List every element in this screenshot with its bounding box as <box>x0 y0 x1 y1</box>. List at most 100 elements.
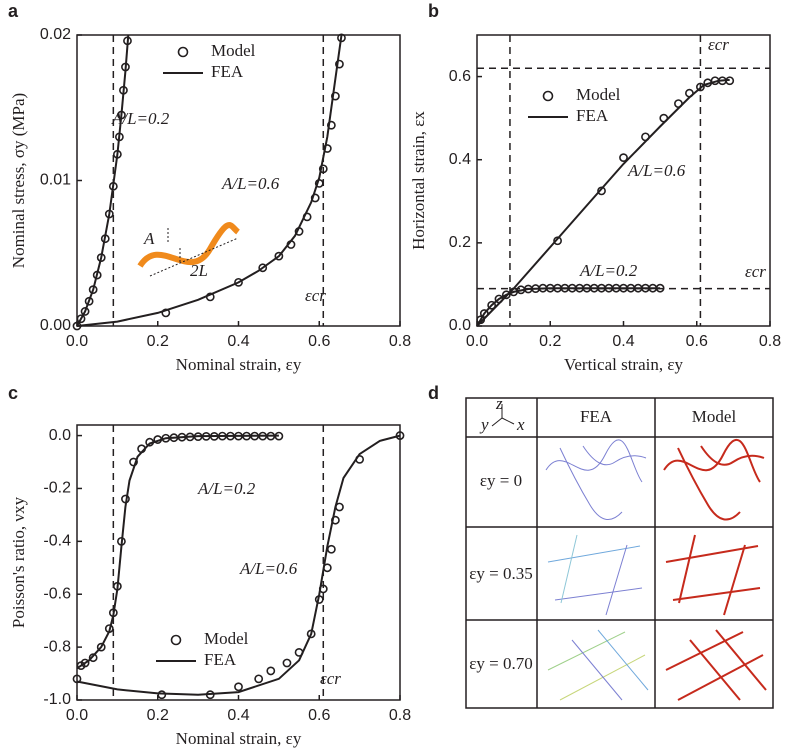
x-tick-label: 0.0 <box>66 333 88 350</box>
reference-label: εcr <box>320 669 341 688</box>
legend-label: FEA <box>204 650 237 669</box>
data-point <box>330 91 340 101</box>
data-point <box>318 164 328 174</box>
data-point <box>234 682 243 692</box>
row-label: εy = 0 <box>480 471 522 490</box>
fiber <box>560 534 578 604</box>
axis-label: z <box>495 394 503 413</box>
axis-arrow <box>501 417 515 425</box>
x-tick-label: 0.2 <box>147 333 169 350</box>
data-point <box>76 314 86 324</box>
legend-symbol <box>170 634 182 646</box>
data-point <box>326 120 336 130</box>
fiber <box>700 445 765 466</box>
data-point <box>157 690 167 700</box>
data-point <box>258 263 268 273</box>
fiber <box>545 439 643 483</box>
table <box>465 397 774 709</box>
x-tick-label: 0.6 <box>308 333 330 350</box>
fiber <box>554 587 643 601</box>
data-point <box>80 658 90 668</box>
y-tick-label: 0.02 <box>40 26 71 43</box>
annotation: A/L=0.2 <box>197 479 256 498</box>
y-tick-label: -0.2 <box>43 480 71 497</box>
fiber <box>547 545 641 563</box>
reference-label: εcr <box>745 262 766 281</box>
data-point <box>553 236 562 246</box>
fiber <box>571 639 623 701</box>
annotation: A/L=0.6 <box>239 559 298 578</box>
panel-letter: c <box>8 383 18 403</box>
legend-label: Model <box>204 629 249 648</box>
inset-ribbon <box>137 222 240 268</box>
fiber <box>723 544 746 616</box>
axis-label: y <box>479 415 489 434</box>
inset-guide <box>149 228 239 277</box>
data-point <box>254 674 264 684</box>
fiber <box>677 447 741 521</box>
axis-arrow <box>491 417 503 427</box>
legend-label: FEA <box>211 62 244 81</box>
fiber <box>672 587 761 601</box>
data-point <box>274 251 284 261</box>
y-axis-label: Horizontal strain, εx <box>409 111 428 250</box>
fea-image <box>545 439 649 701</box>
legend-symbol <box>542 90 554 102</box>
row-label: εy = 0.70 <box>469 654 532 673</box>
x-tick-label: 0.2 <box>539 333 561 350</box>
inset-label: A <box>143 229 155 248</box>
y-tick-label: 0.00 <box>40 317 71 334</box>
model-image <box>663 438 767 701</box>
x-axis-label: Nominal strain, εy <box>176 729 302 748</box>
table-border <box>465 397 774 709</box>
y-tick-label: -0.4 <box>43 533 71 550</box>
legend-label: Model <box>576 85 621 104</box>
y-axis-label: Poisson's ratio, νxy <box>9 496 28 628</box>
y-tick-label: 0.0 <box>449 317 471 334</box>
y-axis-label: Nominal stress, σy (MPa) <box>9 93 28 268</box>
curve <box>76 434 401 696</box>
curve <box>476 287 661 327</box>
reference-label: εcr <box>708 35 729 54</box>
reference-label: εcr <box>305 286 326 305</box>
inset-label: 2L <box>190 261 208 280</box>
annotation: A/L=0.6 <box>627 161 686 180</box>
x-tick-label: 0.2 <box>147 707 169 724</box>
legend-label: Model <box>211 41 256 60</box>
x-tick-label: 0.0 <box>466 333 488 350</box>
x-tick-label: 0.0 <box>66 707 88 724</box>
panel-letter: a <box>8 1 19 21</box>
data-point <box>487 300 497 310</box>
fiber <box>547 631 626 671</box>
data-point <box>501 290 511 300</box>
y-tick-label: -0.6 <box>43 585 71 602</box>
x-tick-label: 0.4 <box>612 333 634 350</box>
fiber <box>678 534 696 604</box>
data-point <box>88 653 98 663</box>
y-tick-label: 0.4 <box>449 151 471 168</box>
fiber <box>665 545 759 563</box>
data-point <box>80 307 90 316</box>
y-tick-label: 0.2 <box>449 234 471 251</box>
y-tick-label: -0.8 <box>43 638 71 655</box>
x-tick-label: 0.6 <box>308 707 330 724</box>
x-tick-label: 0.8 <box>389 707 411 724</box>
y-tick-label: 0.6 <box>449 68 471 85</box>
axis-label: x <box>516 415 525 434</box>
x-tick-label: 0.4 <box>227 333 249 350</box>
fiber <box>582 445 647 466</box>
y-tick-label: -1.0 <box>43 691 71 708</box>
legend-label: FEA <box>576 106 609 125</box>
annotation: A/L=0.6 <box>221 174 280 193</box>
y-tick-label: 0.0 <box>49 427 71 444</box>
fiber <box>663 438 761 483</box>
data-point <box>234 277 243 287</box>
curve <box>76 34 130 327</box>
data-point <box>96 642 106 652</box>
data-point <box>597 186 606 196</box>
curve <box>476 78 730 327</box>
data-point <box>282 658 292 668</box>
data-point <box>84 296 94 306</box>
